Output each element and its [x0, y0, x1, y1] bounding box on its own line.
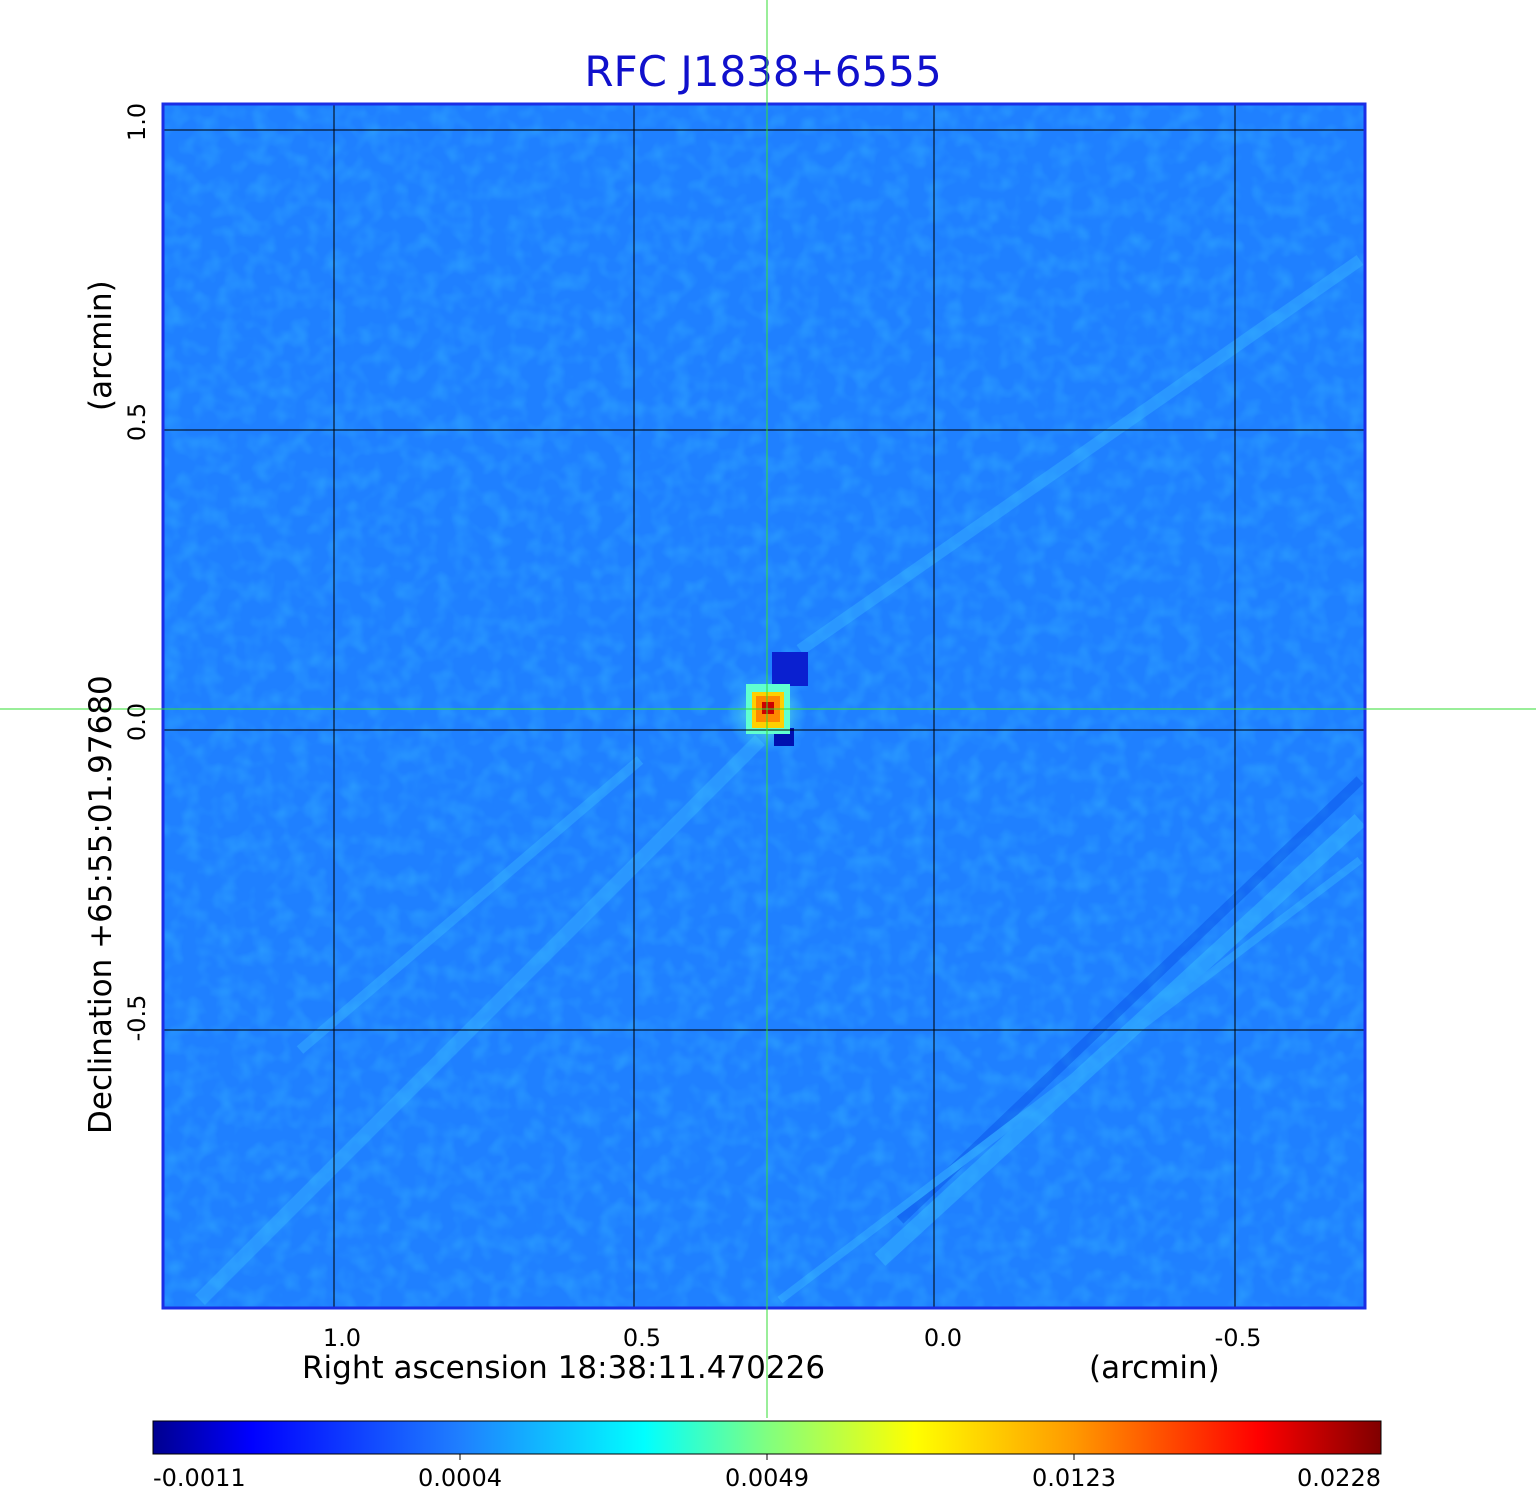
- x-tick-label: -0.5: [1215, 1324, 1262, 1352]
- y-tick-label: 0.0: [123, 703, 151, 741]
- colorbar-tick-label: 0.0123: [1032, 1464, 1116, 1492]
- crosshair: [0, 0, 1536, 1418]
- colorbar-tick-label: 0.0228: [1297, 1464, 1381, 1492]
- y-axis-label: Declination +65:55:01.97680: [83, 675, 119, 1134]
- colorbar: -0.0011 0.0004 0.0049 0.0123 0.0228: [152, 1420, 1382, 1492]
- colorbar-tick-label: 0.0049: [725, 1464, 809, 1492]
- y-axis-unit: (arcmin): [83, 280, 119, 411]
- colorbar-tick-label: -0.0011: [153, 1464, 246, 1492]
- y-tick-label: -0.5: [123, 995, 151, 1042]
- colorbar-gradient: [152, 1420, 1382, 1455]
- x-axis-unit: (arcmin): [1089, 1350, 1220, 1386]
- y-tick-label: 0.5: [123, 403, 151, 441]
- image-frame: [161, 102, 1367, 1310]
- image-field: [163, 104, 1365, 1308]
- x-axis-label: Right ascension 18:38:11.470226: [302, 1350, 825, 1386]
- colorbar-tick-label: 0.0004: [418, 1464, 502, 1492]
- y-tick-label: 1.0: [123, 103, 151, 141]
- plot-title: RFC J1838+6555: [584, 47, 941, 96]
- sidelobe-stripes: [195, 255, 1365, 1305]
- x-tick-label: 0.0: [924, 1324, 962, 1352]
- x-tick-label: 1.0: [323, 1324, 361, 1352]
- x-tick-label: 0.5: [623, 1324, 661, 1352]
- coordinate-grid: [163, 104, 1365, 1308]
